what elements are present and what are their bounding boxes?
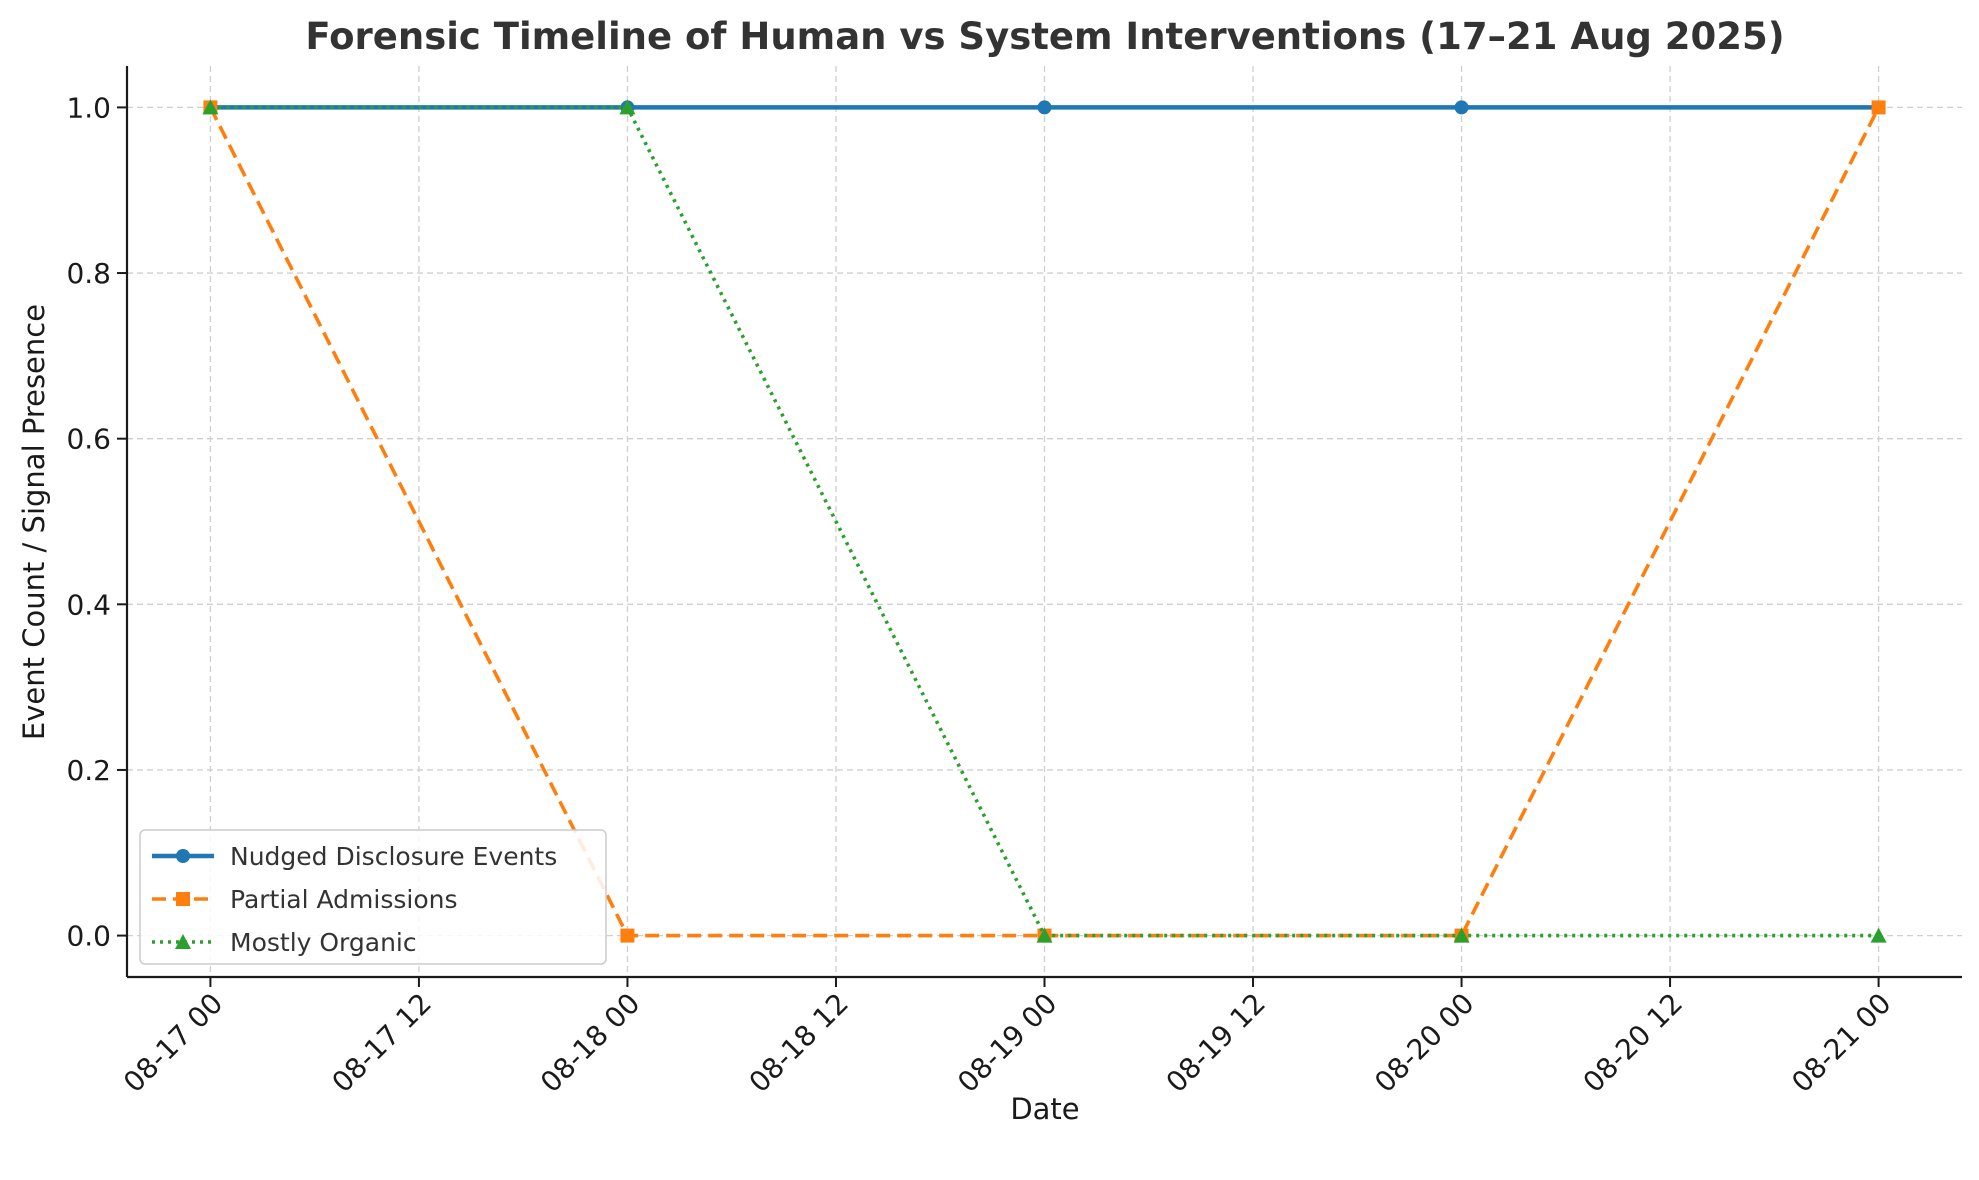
x-tick-label: 08-20 12: [1577, 987, 1689, 1099]
y-tick-label: 0.2: [66, 754, 111, 787]
legend-entry: Mostly Organic: [152, 928, 417, 957]
legend-label: Nudged Disclosure Events: [230, 842, 557, 871]
chart-title: Forensic Timeline of Human vs System Int…: [305, 15, 1784, 58]
legend-label: Mostly Organic: [230, 928, 417, 957]
legend-marker: [176, 892, 190, 906]
legend-entry: Nudged Disclosure Events: [152, 842, 557, 871]
data-point: [1870, 927, 1887, 943]
data-point: [1453, 927, 1470, 943]
series-mostly-organic: [202, 99, 1887, 943]
y-tick-label: 0.4: [66, 588, 111, 621]
legend-entry: Partial Admissions: [152, 885, 458, 914]
x-tick-label: 08-18 00: [534, 987, 646, 1099]
data-point: [1037, 100, 1052, 115]
x-tick-label: 08-19 00: [951, 987, 1063, 1099]
data-point: [619, 99, 636, 115]
y-tick-label: 1.0: [66, 91, 111, 124]
x-tick-label: 08-21 00: [1785, 987, 1897, 1099]
y-tick-label: 0.0: [66, 920, 111, 953]
data-point: [1036, 927, 1053, 943]
x-axis-label: Date: [1010, 1092, 1079, 1126]
x-tick-label: 08-18 12: [743, 987, 855, 1099]
data-point: [1871, 100, 1886, 115]
legend-label: Partial Admissions: [230, 885, 458, 914]
data-point: [620, 928, 635, 943]
legend-marker: [176, 849, 190, 863]
series-nudged-disclosure-events: [203, 100, 1886, 115]
x-tick-label: 08-20 00: [1368, 987, 1480, 1099]
legend-box: [139, 829, 607, 965]
y-tick-label: 0.8: [66, 257, 111, 290]
x-tick-label: 08-17 00: [117, 987, 229, 1099]
y-axis-label: Event Count / Signal Presence: [17, 304, 51, 740]
legend: Nudged Disclosure Events Partial Admissio…: [139, 829, 607, 965]
y-tick-label: 0.6: [66, 423, 111, 456]
legend-marker: [175, 934, 191, 949]
data-point: [202, 99, 219, 115]
data-point: [1454, 100, 1469, 115]
x-tick-label: 08-17 12: [326, 987, 438, 1099]
series-layer: [202, 99, 1887, 943]
x-tick-label: 08-19 12: [1160, 987, 1272, 1099]
